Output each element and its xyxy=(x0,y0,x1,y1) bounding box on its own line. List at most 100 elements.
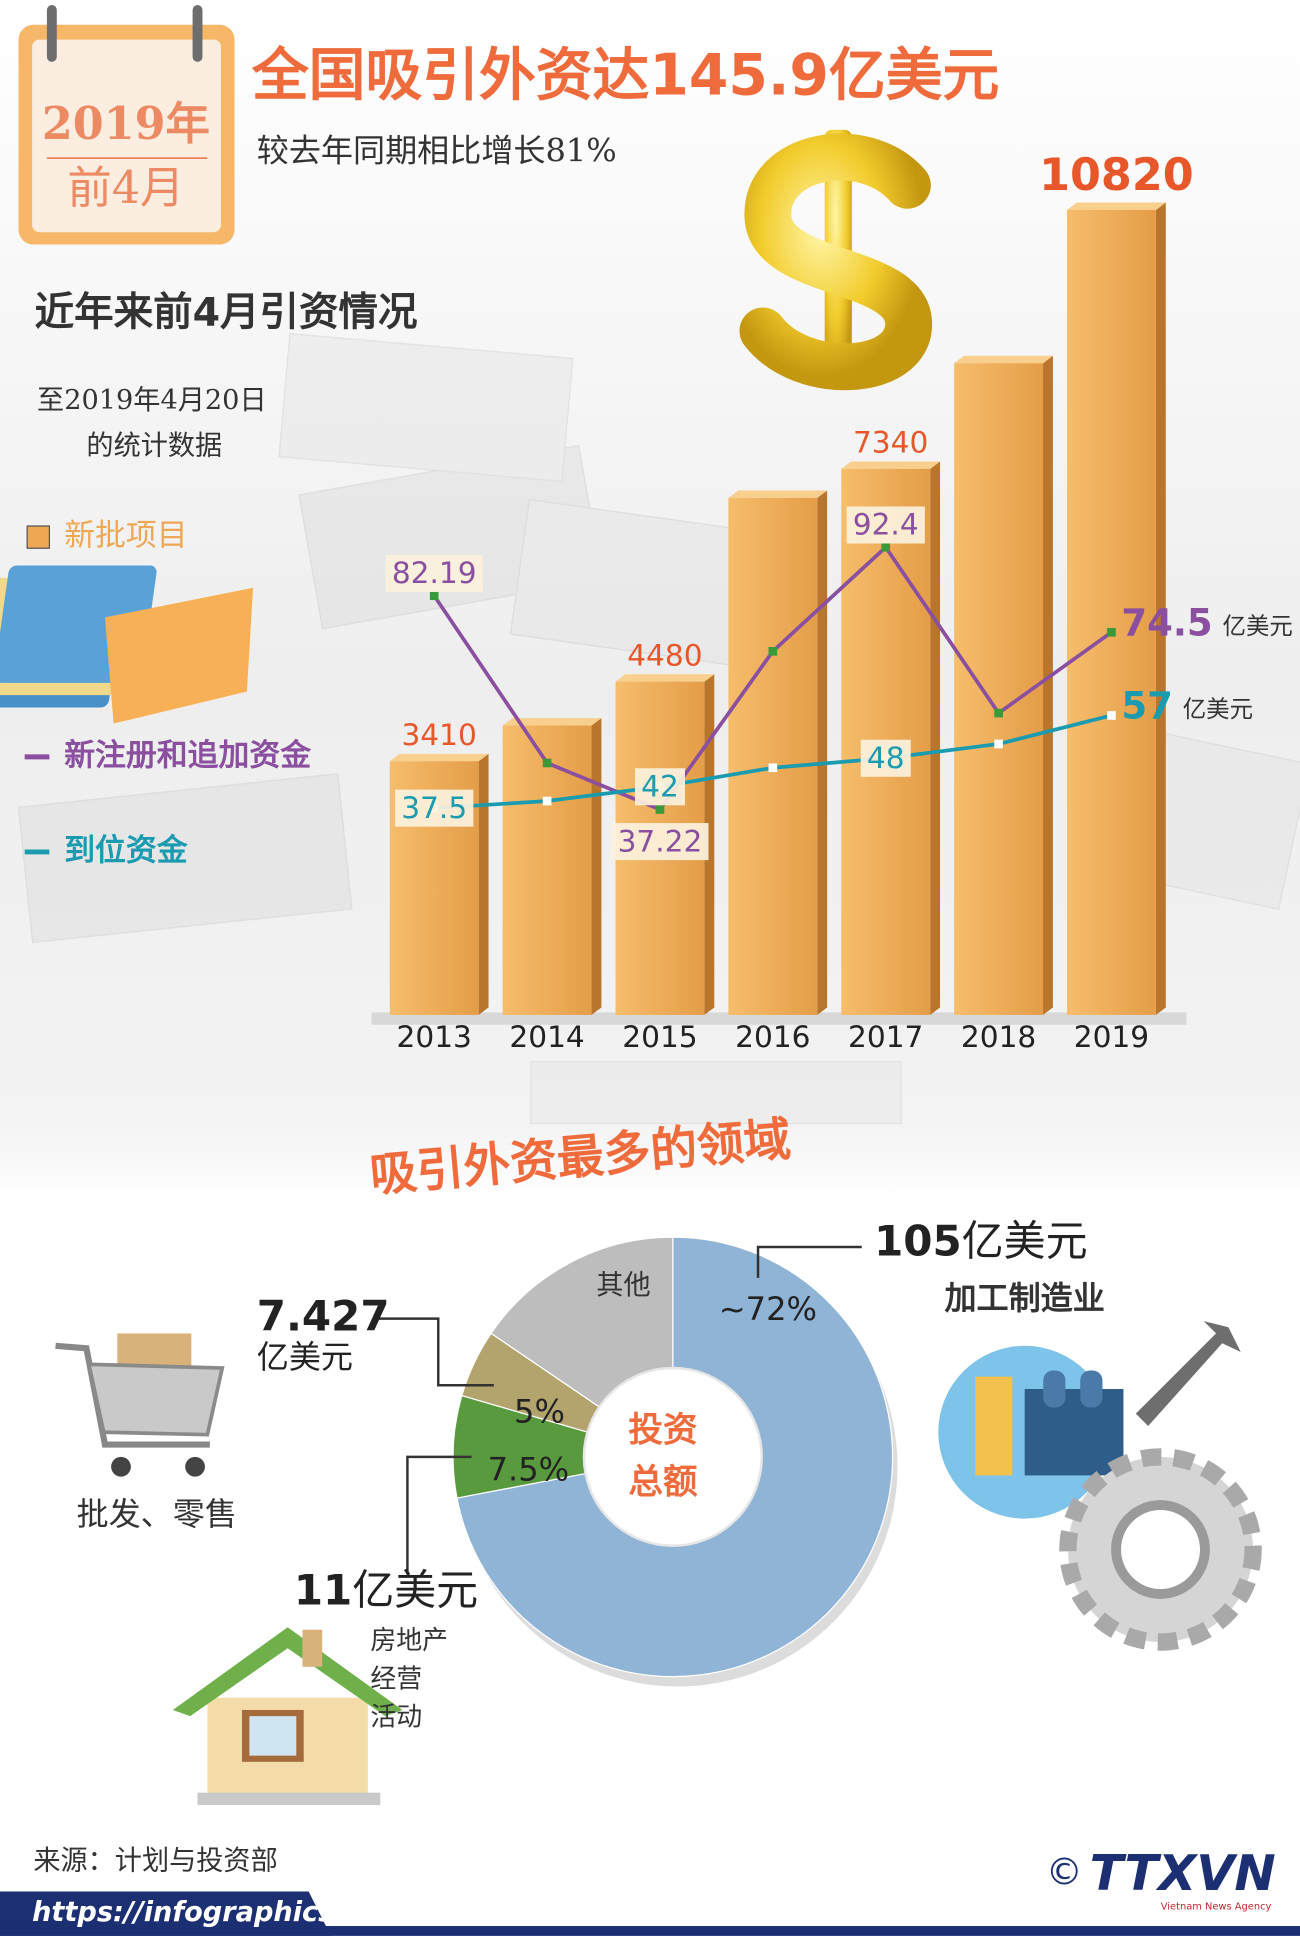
badge-year: 2019年 xyxy=(42,98,210,150)
amount-unit: 亿美元 xyxy=(257,1338,353,1376)
line-value-label: 74.5 xyxy=(1121,601,1212,644)
line-point xyxy=(1107,627,1116,637)
amount-unit: 亿美元 xyxy=(962,1216,1088,1265)
bar xyxy=(728,497,818,1015)
amount-label: 7.427 xyxy=(257,1291,390,1340)
agency: Vietnam News Agency xyxy=(1161,1901,1272,1912)
amount-label: 11亿美元 xyxy=(294,1565,478,1614)
line-point xyxy=(542,796,552,806)
donut-hole-rim xyxy=(582,1366,763,1548)
bar-value-label: 7340 xyxy=(853,426,928,460)
amount-value: 105 xyxy=(874,1216,962,1265)
bar-side xyxy=(817,490,828,1015)
line-value-label: 92.4 xyxy=(853,508,919,542)
bar-side xyxy=(1155,202,1166,1015)
bar-top xyxy=(841,461,941,469)
bar-side xyxy=(704,674,715,1015)
badge-ring xyxy=(192,5,203,62)
bar-side xyxy=(1043,355,1053,1015)
leader-line xyxy=(756,1245,862,1278)
line-point xyxy=(768,763,778,773)
amount-unit: 亿美元 xyxy=(352,1565,478,1614)
dollar-icon xyxy=(739,129,933,391)
category-label: 活动 xyxy=(370,1703,422,1733)
category-label: 经营 xyxy=(370,1664,422,1694)
source: 来源：计划与投资部 xyxy=(33,1845,277,1876)
line-value-box xyxy=(385,554,483,593)
category-label: 房地产 xyxy=(370,1626,448,1656)
logo: TTXVN xyxy=(1090,1844,1276,1902)
line-point xyxy=(655,805,665,814)
x-tick-label: 2016 xyxy=(735,1020,810,1054)
donut-center-label: 投资 xyxy=(628,1411,697,1451)
leader-line xyxy=(376,1317,494,1387)
leader-line xyxy=(406,1455,472,1575)
footer-rule xyxy=(0,1926,1300,1936)
bar-top xyxy=(389,753,489,762)
slice-value-label: 5% xyxy=(514,1393,565,1431)
bar-floor xyxy=(371,1012,1187,1025)
folder-icon xyxy=(0,565,254,724)
line-value-label: 82.19 xyxy=(392,556,477,590)
bar-top xyxy=(954,355,1053,364)
line-value-label: 42 xyxy=(641,770,679,804)
line-point xyxy=(881,542,891,552)
x-tick-label: 2017 xyxy=(848,1020,923,1054)
line-point xyxy=(429,591,439,601)
category-label: 加工制造业 xyxy=(944,1279,1104,1317)
line-value-box xyxy=(611,823,709,861)
legend-label: 到位资金 xyxy=(64,832,188,868)
bar xyxy=(502,725,592,1015)
legend-swatch xyxy=(26,525,50,549)
amount-value: 11 xyxy=(294,1565,352,1614)
badge-period: 前4月 xyxy=(67,163,184,214)
category-label: 其他 xyxy=(596,1270,650,1301)
bar-top xyxy=(1067,202,1166,210)
line-value-box xyxy=(846,506,925,544)
donut-center-label: 总额 xyxy=(628,1463,698,1503)
line-value-label: 57 xyxy=(1121,685,1173,728)
line-value-label: 37.5 xyxy=(401,791,467,825)
slice-value-label: 7.5% xyxy=(488,1451,570,1489)
x-tick-label: 2019 xyxy=(1074,1020,1149,1054)
bar-top xyxy=(728,490,828,498)
category-label: 批发、零售 xyxy=(77,1495,237,1533)
badge-inner xyxy=(32,39,221,233)
bar-value-label: 4480 xyxy=(627,638,702,672)
line-point xyxy=(768,646,778,656)
line-value-box xyxy=(634,768,685,806)
factory-icon xyxy=(938,1321,1262,1651)
chart-title: 近年来前4月引资情况 xyxy=(35,289,418,335)
line-unit-label: 亿美元 xyxy=(1183,695,1253,723)
chart-note: 至2019年4月20日 xyxy=(37,385,267,416)
bar-value-label: 10820 xyxy=(1039,150,1194,201)
x-tick-label: 2014 xyxy=(509,1020,584,1054)
line-value-box xyxy=(395,789,474,827)
bar-side xyxy=(930,461,941,1015)
x-tick-label: 2015 xyxy=(622,1020,697,1054)
legend-label: 新批项目 xyxy=(64,518,187,554)
url: https://infographics.vn xyxy=(32,1897,382,1928)
bar-side xyxy=(478,753,489,1015)
bar xyxy=(954,363,1044,1015)
amount-label: 105亿美元 xyxy=(874,1216,1088,1265)
badge-ring xyxy=(46,5,57,62)
line-point xyxy=(542,758,552,768)
slice-value-label: ~72% xyxy=(719,1290,817,1328)
chart-note: 的统计数据 xyxy=(86,431,222,462)
line-value-label: 37.22 xyxy=(618,824,703,858)
amount-value: 7.427 xyxy=(257,1291,390,1340)
subtitle: 较去年同期相比增长81% xyxy=(257,132,617,170)
line-point xyxy=(1107,711,1116,720)
bar-side xyxy=(591,718,602,1015)
line-point xyxy=(994,739,1003,749)
main-title: 全国吸引外资达145.9亿美元 xyxy=(251,43,999,109)
line-point xyxy=(994,708,1003,718)
copyright: © xyxy=(1046,1851,1083,1894)
line-value-label: 48 xyxy=(867,741,905,775)
x-tick-label: 2018 xyxy=(961,1020,1036,1054)
bar-top xyxy=(615,674,715,682)
money-backdrop xyxy=(17,332,1300,1125)
legend-label: 新注册和追加资金 xyxy=(64,737,311,773)
